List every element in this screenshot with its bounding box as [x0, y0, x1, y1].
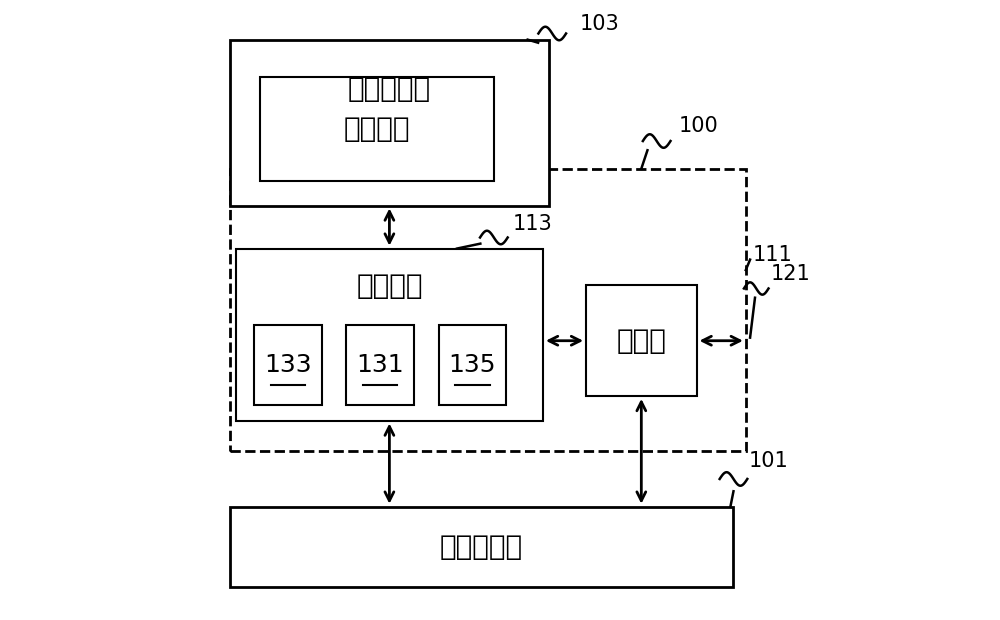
Text: 100: 100: [678, 116, 718, 136]
Bar: [586, 285, 697, 396]
Text: 控制器: 控制器: [616, 327, 666, 355]
Bar: [254, 326, 322, 405]
Text: 103: 103: [580, 14, 620, 34]
Text: 121: 121: [770, 264, 810, 285]
Text: 135: 135: [449, 353, 496, 378]
Bar: [236, 249, 543, 420]
Bar: [230, 169, 746, 451]
Text: 111: 111: [753, 245, 793, 265]
Text: 数据接口: 数据接口: [356, 272, 423, 301]
Text: 中央处理器: 中央处理器: [440, 533, 523, 560]
Text: 133: 133: [264, 353, 312, 378]
Text: 101: 101: [749, 451, 789, 471]
Text: 131: 131: [356, 353, 404, 378]
Text: 113: 113: [512, 214, 552, 234]
Bar: [230, 40, 549, 206]
Bar: [439, 326, 506, 405]
Text: 内部存储器: 内部存储器: [348, 76, 431, 104]
Bar: [346, 326, 414, 405]
Bar: [230, 507, 733, 587]
Text: 存储模块: 存储模块: [344, 115, 410, 143]
Bar: [260, 76, 494, 181]
